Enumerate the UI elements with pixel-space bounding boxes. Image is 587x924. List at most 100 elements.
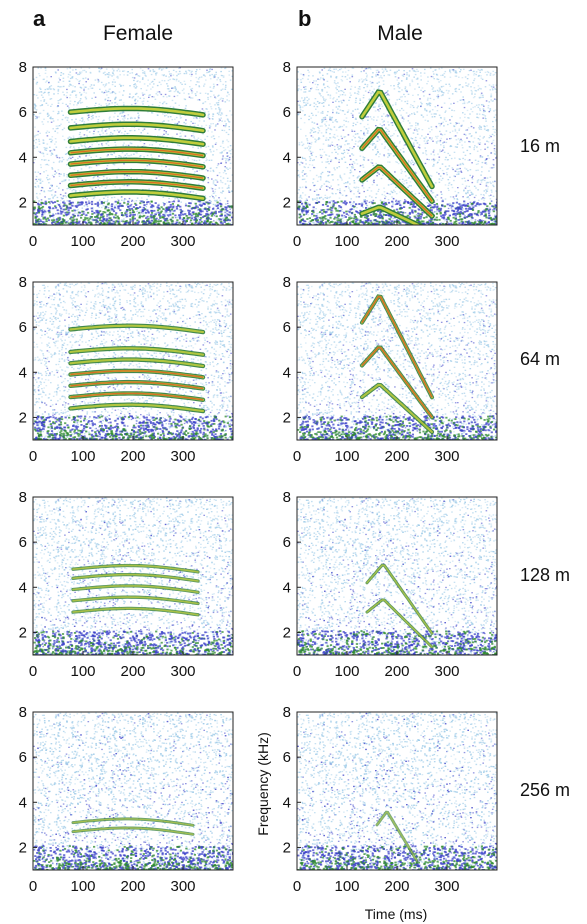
y-tick-label: 2 <box>283 839 291 856</box>
x-tick-label: 200 <box>384 233 409 250</box>
row-label-16m: 16 m <box>520 136 560 156</box>
y-tick-label: 4 <box>283 579 291 596</box>
spectrogram-image <box>297 67 497 225</box>
y-tick-label: 4 <box>283 149 291 166</box>
y-tick-label: 2 <box>283 409 291 426</box>
harmonic-core <box>366 564 433 634</box>
spectrogram-image <box>33 67 233 225</box>
harmonic-core <box>72 596 199 605</box>
spectrogram-panel-female-16m: 2 4 6 8 0 100 200 300 <box>19 59 234 250</box>
y-axis-label: Frequency (kHz) <box>255 732 271 835</box>
x-tick-label: 100 <box>70 233 95 250</box>
y-tick-label: 8 <box>19 704 27 721</box>
harmonic-core <box>360 206 421 225</box>
x-tick-label: 100 <box>70 878 95 895</box>
spectrogram-image <box>33 497 233 655</box>
x-tick-label: 0 <box>293 448 301 465</box>
spectrogram-image <box>33 712 233 870</box>
y-tick-label: 8 <box>283 59 291 76</box>
harmonic-core <box>72 585 199 594</box>
x-tick-label: 300 <box>434 663 459 680</box>
harmonic-core <box>69 190 205 200</box>
x-tick-label: 0 <box>293 878 301 895</box>
harmonic-core <box>360 90 434 188</box>
x-tick-label: 100 <box>70 448 95 465</box>
x-tick-label: 300 <box>170 233 195 250</box>
x-tick-label: 300 <box>434 878 459 895</box>
x-tick-label: 200 <box>384 663 409 680</box>
y-tick-label: 8 <box>19 59 27 76</box>
harmonic-core <box>72 607 199 616</box>
x-tick-label: 300 <box>170 878 195 895</box>
x-tick-label: 200 <box>120 233 145 250</box>
y-tick-label: 8 <box>19 489 27 506</box>
harmonic-core <box>72 564 199 573</box>
x-tick-label: 200 <box>120 663 145 680</box>
column-title-female: Female <box>103 22 173 45</box>
y-tick-label: 2 <box>283 624 291 641</box>
x-tick-label: 0 <box>293 663 301 680</box>
row-label-64m: 64 m <box>520 349 560 369</box>
harmonic-core <box>69 358 205 368</box>
y-tick-label: 8 <box>19 274 27 291</box>
spectrogram-image <box>297 282 497 440</box>
harmonic-core <box>376 811 418 862</box>
y-tick-label: 8 <box>283 489 291 506</box>
x-tick-label: 300 <box>170 663 195 680</box>
harmonic-core <box>69 347 205 356</box>
harmonic-core <box>361 383 433 433</box>
y-tick-label: 6 <box>283 104 291 121</box>
panel-label-b: b <box>298 6 311 31</box>
x-tick-label: 200 <box>384 878 409 895</box>
x-tick-label: 0 <box>29 233 37 250</box>
spectrogram-image <box>297 497 497 655</box>
panel-label-a: a <box>33 6 46 31</box>
harmonic-core <box>72 573 199 582</box>
spectrogram-panel-male-256m: 2 4 6 8 0 100 200 300 <box>283 704 498 895</box>
y-tick-label: 6 <box>283 534 291 551</box>
harmonic-peak <box>70 181 204 189</box>
y-tick-label: 2 <box>19 194 27 211</box>
harmonic-core <box>69 136 205 146</box>
harmonic-peak <box>361 346 433 418</box>
column-title-male: Male <box>377 22 423 45</box>
harmonic-core <box>72 827 194 835</box>
y-tick-label: 2 <box>19 839 27 856</box>
x-tick-label: 100 <box>70 663 95 680</box>
harmonic-core <box>69 403 205 413</box>
spectrogram-image <box>297 712 497 870</box>
x-tick-label: 100 <box>334 448 359 465</box>
harmonic-peak <box>70 159 204 168</box>
y-tick-label: 6 <box>283 319 291 336</box>
y-tick-label: 2 <box>19 624 27 641</box>
x-tick-label: 0 <box>29 663 37 680</box>
x-tick-label: 0 <box>29 448 37 465</box>
y-tick-label: 2 <box>283 194 291 211</box>
spectrogram-panel-female-128m: 2 4 6 8 0 100 200 300 <box>19 489 234 680</box>
harmonic-core <box>72 818 194 826</box>
y-tick-label: 4 <box>19 364 27 381</box>
spectrogram-panel-female-64m: 2 4 6 8 0 100 200 300 <box>19 274 234 465</box>
x-tick-label: 100 <box>334 663 359 680</box>
y-tick-label: 6 <box>19 534 27 551</box>
x-tick-label: 0 <box>293 233 301 250</box>
row-label-256m: 256 m <box>520 780 570 800</box>
x-axis-label: Time (ms) <box>365 906 427 922</box>
x-tick-label: 100 <box>334 233 359 250</box>
spectrogram-panel-male-64m: 2 4 6 8 0 100 200 300 <box>283 274 498 465</box>
harmonic-peak <box>70 370 204 378</box>
harmonic-peak <box>70 148 204 157</box>
harmonic-core <box>366 599 433 648</box>
harmonic-peak <box>70 381 204 390</box>
x-tick-label: 100 <box>334 878 359 895</box>
x-tick-label: 200 <box>120 448 145 465</box>
y-tick-label: 4 <box>283 794 291 811</box>
x-tick-label: 300 <box>170 448 195 465</box>
row-label-128m: 128 m <box>520 565 570 585</box>
x-tick-label: 300 <box>434 233 459 250</box>
x-tick-label: 0 <box>29 878 37 895</box>
harmonic-peak <box>361 295 433 398</box>
spectrogram-panel-male-16m: 2 4 6 8 0 100 200 300 <box>283 59 498 250</box>
